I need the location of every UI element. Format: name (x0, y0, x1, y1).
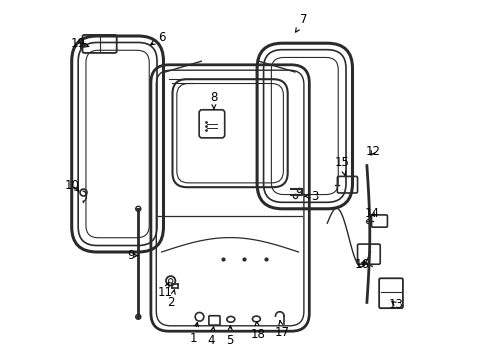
Text: 18: 18 (250, 321, 265, 341)
Text: 11: 11 (158, 283, 172, 299)
Text: 12: 12 (365, 145, 380, 158)
Text: 10: 10 (65, 179, 80, 192)
Text: 1: 1 (189, 323, 198, 345)
Text: 3: 3 (305, 190, 318, 203)
Text: 8: 8 (210, 91, 217, 109)
Text: 13: 13 (387, 298, 402, 311)
Text: 7: 7 (295, 13, 307, 32)
Text: 9: 9 (127, 249, 138, 262)
Text: 17: 17 (274, 321, 289, 339)
Text: 4: 4 (207, 327, 215, 347)
Text: 6: 6 (150, 31, 165, 45)
Text: 2: 2 (167, 290, 175, 309)
Text: 14: 14 (364, 207, 379, 220)
Text: 16: 16 (354, 258, 369, 271)
Text: 5: 5 (225, 326, 233, 347)
Text: 19: 19 (71, 37, 89, 50)
Text: 15: 15 (334, 156, 348, 175)
